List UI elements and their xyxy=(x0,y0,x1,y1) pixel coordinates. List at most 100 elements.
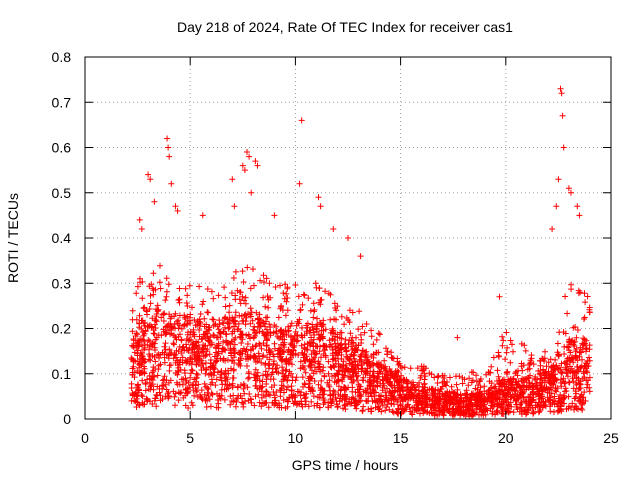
data-point xyxy=(473,402,480,409)
data-point xyxy=(228,365,234,372)
data-point xyxy=(521,342,528,349)
data-point xyxy=(577,365,584,371)
x-tick-label: 10 xyxy=(288,430,304,446)
data-point xyxy=(228,290,235,296)
data-point xyxy=(562,293,569,300)
data-point xyxy=(535,399,542,406)
data-point xyxy=(277,393,284,400)
data-point xyxy=(308,334,315,341)
data-point xyxy=(245,333,252,339)
data-point xyxy=(260,272,267,279)
data-point xyxy=(298,349,305,356)
data-point xyxy=(219,381,226,388)
data-point xyxy=(224,316,231,323)
data-point xyxy=(375,330,382,337)
data-point xyxy=(275,314,282,321)
data-point xyxy=(439,390,446,397)
data-point xyxy=(343,315,350,321)
data-point xyxy=(394,358,401,365)
data-point xyxy=(318,331,325,338)
data-point xyxy=(308,339,314,346)
data-point xyxy=(280,290,287,297)
data-point xyxy=(400,394,407,401)
data-point xyxy=(357,253,364,260)
data-point xyxy=(327,341,334,348)
data-point xyxy=(171,341,177,348)
data-point xyxy=(226,302,233,309)
data-point xyxy=(512,397,519,404)
data-point xyxy=(302,401,309,408)
data-point xyxy=(316,404,323,411)
data-point xyxy=(286,368,293,375)
grid-lines xyxy=(85,57,611,419)
data-point xyxy=(397,402,404,409)
data-point xyxy=(496,293,503,300)
data-point xyxy=(230,345,237,352)
data-point xyxy=(562,364,569,371)
data-point xyxy=(397,376,404,383)
data-point xyxy=(215,400,222,407)
data-point xyxy=(548,380,554,387)
data-point xyxy=(138,361,145,368)
data-point xyxy=(272,284,279,290)
data-point xyxy=(278,357,285,364)
data-point xyxy=(172,359,179,366)
data-point xyxy=(495,352,502,359)
data-point xyxy=(502,356,509,363)
data-point xyxy=(382,407,389,414)
data-point xyxy=(407,365,414,372)
data-point xyxy=(200,345,207,352)
y-tick-label: 0.4 xyxy=(52,230,72,246)
data-point xyxy=(181,347,188,354)
data-point xyxy=(232,334,239,341)
y-tick-label: 0.6 xyxy=(52,140,72,156)
data-point xyxy=(161,376,167,383)
data-point xyxy=(271,358,277,365)
data-point xyxy=(288,320,295,327)
data-point xyxy=(390,409,397,416)
data-point xyxy=(454,400,461,407)
data-point xyxy=(197,319,204,326)
data-point xyxy=(370,341,377,348)
data-point xyxy=(306,329,313,336)
data-point xyxy=(580,335,587,342)
data-point xyxy=(419,367,426,374)
data-point xyxy=(408,387,414,394)
data-point xyxy=(586,384,593,391)
data-point xyxy=(163,293,170,300)
data-point xyxy=(133,290,140,297)
data-point xyxy=(460,404,467,411)
data-point xyxy=(147,176,154,183)
data-point xyxy=(299,364,306,371)
data-point xyxy=(514,381,520,388)
data-point xyxy=(320,351,327,357)
data-point xyxy=(162,393,169,400)
data-point xyxy=(367,390,374,397)
data-point xyxy=(187,311,194,318)
data-point xyxy=(288,387,295,394)
data-point xyxy=(212,382,219,389)
data-point xyxy=(213,358,220,365)
data-point xyxy=(373,349,380,356)
data-point xyxy=(253,309,260,316)
data-point xyxy=(159,377,166,384)
data-point xyxy=(373,336,380,343)
data-point xyxy=(372,404,379,411)
data-point xyxy=(199,212,206,219)
data-point xyxy=(315,364,322,371)
data-point xyxy=(584,293,591,300)
data-point xyxy=(278,387,284,394)
data-point xyxy=(406,404,413,411)
data-point xyxy=(245,310,251,317)
data-point xyxy=(350,352,357,359)
data-point xyxy=(208,341,215,348)
data-point xyxy=(573,390,580,397)
data-point xyxy=(571,406,578,413)
data-point xyxy=(282,312,289,319)
data-point xyxy=(475,382,482,389)
data-point xyxy=(355,366,362,373)
data-point xyxy=(285,323,292,330)
data-point xyxy=(315,194,322,201)
data-point xyxy=(421,381,428,388)
data-point xyxy=(457,392,464,399)
